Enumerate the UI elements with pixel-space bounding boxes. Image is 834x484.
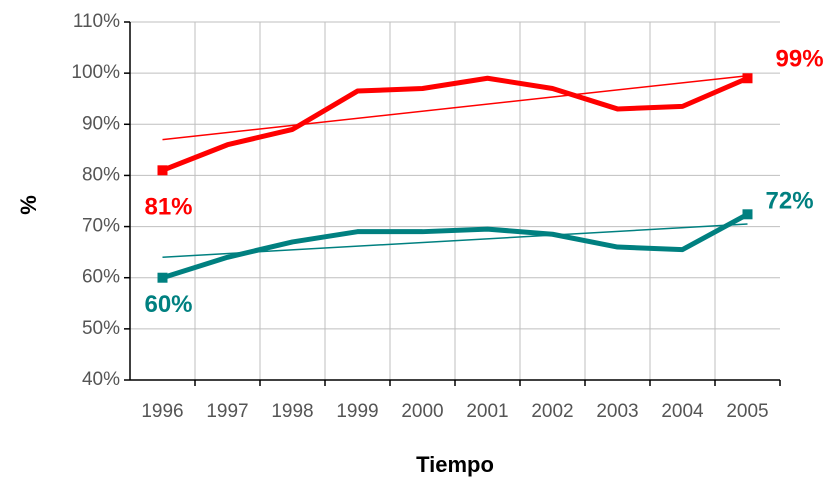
data-label: 72% xyxy=(766,188,814,215)
point-marker xyxy=(742,73,753,84)
x-tick-label: 2001 xyxy=(466,401,508,422)
y-tick-label: 110% xyxy=(73,11,120,32)
data-label: 60% xyxy=(144,291,192,318)
trend-line xyxy=(162,74,748,141)
x-axis-title: Tiempo xyxy=(416,452,494,477)
x-tick-label: 2000 xyxy=(401,401,443,422)
series-line xyxy=(161,75,749,173)
y-tick-label: 100% xyxy=(71,62,120,83)
y-tick-label: 60% xyxy=(82,267,120,288)
x-tick-label: 2005 xyxy=(726,401,768,422)
x-tick-label: 1997 xyxy=(206,401,248,422)
point-marker xyxy=(157,165,168,176)
point-marker xyxy=(157,272,168,283)
y-axis-title: % xyxy=(16,195,41,215)
y-tick-label: 80% xyxy=(82,164,120,185)
series-line xyxy=(161,212,749,281)
y-tick-label: 70% xyxy=(82,216,120,237)
x-tick-label: 2003 xyxy=(596,401,638,422)
x-tick-label: 1998 xyxy=(271,401,313,422)
data-label: 99% xyxy=(776,46,824,73)
x-tick-label: 2004 xyxy=(661,401,704,422)
y-tick-label: 90% xyxy=(82,113,120,134)
data-label: 81% xyxy=(144,194,192,221)
y-tick-label: 40% xyxy=(82,369,120,390)
x-tick-label: 1999 xyxy=(336,401,378,422)
y-tick-label: 50% xyxy=(82,318,120,339)
point-marker xyxy=(742,209,753,220)
x-tick-label: 2002 xyxy=(531,401,573,422)
x-tick-label: 1996 xyxy=(141,401,183,422)
